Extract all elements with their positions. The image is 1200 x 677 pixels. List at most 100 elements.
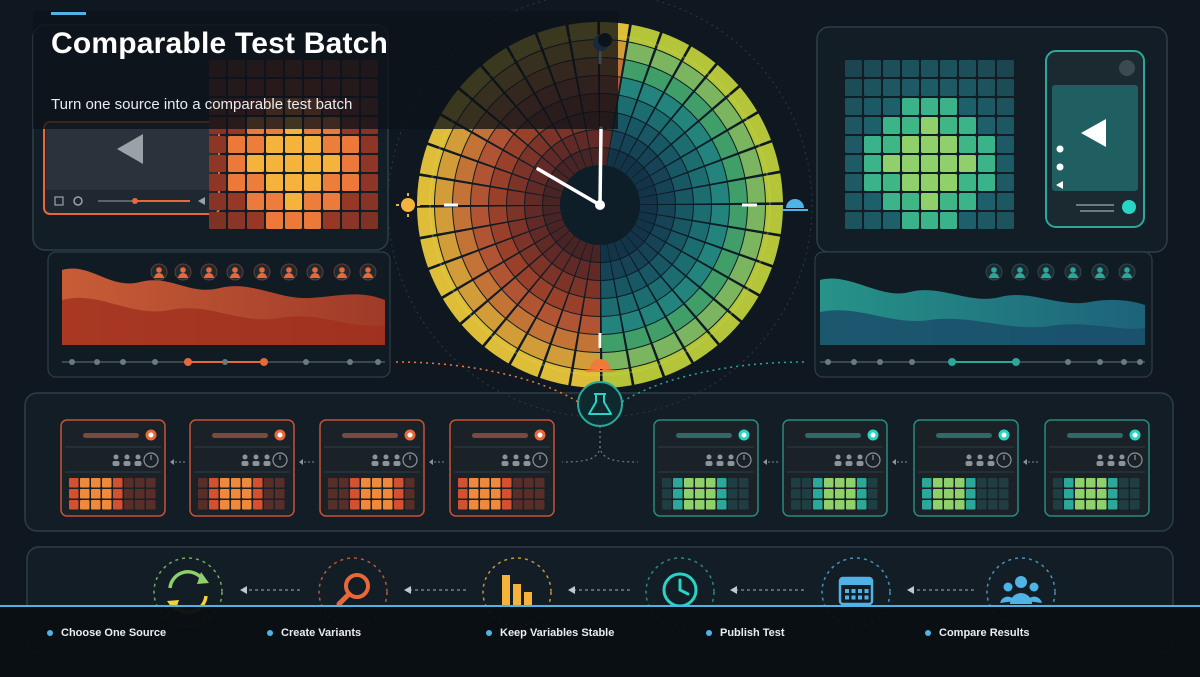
card-heat-cell xyxy=(988,489,998,499)
heatmap-cell xyxy=(978,212,995,229)
avatar-body xyxy=(1015,273,1025,278)
person-icon-head xyxy=(253,454,259,460)
card-heat-cell xyxy=(264,489,274,499)
card-heat-cell xyxy=(275,478,285,488)
heatmap-cell xyxy=(209,193,226,210)
heatmap-cell xyxy=(845,79,862,96)
dial-segment xyxy=(514,121,539,145)
lab-flask-icon xyxy=(577,381,623,427)
dial-segment xyxy=(631,360,663,385)
calendar-day xyxy=(858,595,862,600)
card-heat-cell xyxy=(835,500,845,510)
dial-segment xyxy=(543,195,561,205)
heatmap-cell xyxy=(978,60,995,77)
heatmap-cell xyxy=(323,212,340,229)
heatmap-cell xyxy=(978,98,995,115)
card-heat-cell xyxy=(802,489,812,499)
card-heat-cell xyxy=(231,489,241,499)
card-heat-cell xyxy=(220,489,230,499)
card-title-bar xyxy=(676,433,732,438)
heatmap-cell xyxy=(997,60,1014,77)
arrow-left-icon xyxy=(240,586,300,594)
card-heat-cell xyxy=(91,500,101,510)
person-icon-head xyxy=(372,454,378,460)
heatmap-cell xyxy=(285,193,302,210)
card-heat-cell xyxy=(242,500,252,510)
dial-segment xyxy=(471,206,490,228)
card-heat-cell xyxy=(458,478,468,488)
dial-segment xyxy=(625,161,644,179)
arrow-head xyxy=(429,459,433,465)
card-heat-cell xyxy=(813,489,823,499)
avatar-icon xyxy=(1091,263,1109,281)
dial-segment xyxy=(682,237,705,260)
card-heat-cell xyxy=(513,478,523,488)
heatmap-cell xyxy=(978,155,995,172)
dial-segment xyxy=(661,265,686,289)
card-heat-cell xyxy=(988,500,998,510)
card-heat-cell xyxy=(1119,500,1129,510)
person-icon-head xyxy=(1119,454,1125,460)
person-icon-head xyxy=(524,454,530,460)
sun-icon xyxy=(396,193,420,217)
dial-segment xyxy=(545,287,568,310)
card-heat-cell xyxy=(955,500,965,510)
dial-segment xyxy=(529,168,550,186)
card-heat-cell xyxy=(1130,500,1140,510)
clock-hour-hand xyxy=(536,167,602,207)
card-heat-cell xyxy=(846,500,856,510)
card-heat-cell xyxy=(1108,489,1118,499)
card-heat-cell xyxy=(944,500,954,510)
dial-segment xyxy=(671,218,692,236)
dial-segment xyxy=(453,206,472,231)
card-heat-cell xyxy=(922,500,932,510)
variant-card-cool xyxy=(913,419,1019,517)
step-label-keep-variables-stable: Keep Variables Stable xyxy=(500,627,615,639)
avatar-icon xyxy=(359,263,377,281)
card-heat-cell xyxy=(955,489,965,499)
dial-segment xyxy=(461,133,487,161)
heatmap-cell xyxy=(342,193,359,210)
dial-segment xyxy=(666,230,688,251)
dial-segment xyxy=(614,239,629,259)
dial-segment xyxy=(648,133,671,156)
dial-segment xyxy=(473,271,501,300)
dial-segment xyxy=(739,148,763,178)
heatmap-cell xyxy=(209,155,226,172)
record-icon-center xyxy=(870,432,876,438)
card-heat-cell xyxy=(339,500,349,510)
dial-segment xyxy=(705,224,728,248)
card-heat-cell xyxy=(999,478,1009,488)
calendar-day xyxy=(845,595,849,600)
dial-segment xyxy=(685,122,711,148)
user-head xyxy=(1015,576,1027,588)
dial-segment xyxy=(637,211,657,224)
card-heat-cell xyxy=(933,478,943,488)
card-heat-cell xyxy=(868,478,878,488)
step-icon-ring xyxy=(821,557,891,627)
timeline-markers-cool xyxy=(825,358,1143,366)
person-icon-body xyxy=(112,461,120,466)
card-heat-cell xyxy=(835,489,845,499)
card-heat-cell xyxy=(491,500,501,510)
record-icon-center xyxy=(741,432,747,438)
dial-segment xyxy=(600,262,614,280)
dial-segment xyxy=(551,327,578,350)
dial-segment xyxy=(503,134,528,158)
heatmap-cell xyxy=(959,98,976,115)
dial-segment xyxy=(507,190,525,205)
record-icon-center xyxy=(148,432,154,438)
card-heat-cell xyxy=(535,489,545,499)
card-heat-cell xyxy=(242,489,252,499)
heatmap-cell xyxy=(959,193,976,210)
fullscreen-icon xyxy=(54,196,64,206)
card-heat-cell xyxy=(922,478,932,488)
heatmap-cell xyxy=(921,174,938,191)
dial-segment xyxy=(520,243,542,265)
dial-segment xyxy=(528,318,556,344)
card-heat-cell xyxy=(706,489,716,499)
card-heat-cell xyxy=(739,478,749,488)
avatar-body xyxy=(310,273,320,278)
avatar-body xyxy=(363,273,373,278)
card-heat-cell xyxy=(1097,500,1107,510)
